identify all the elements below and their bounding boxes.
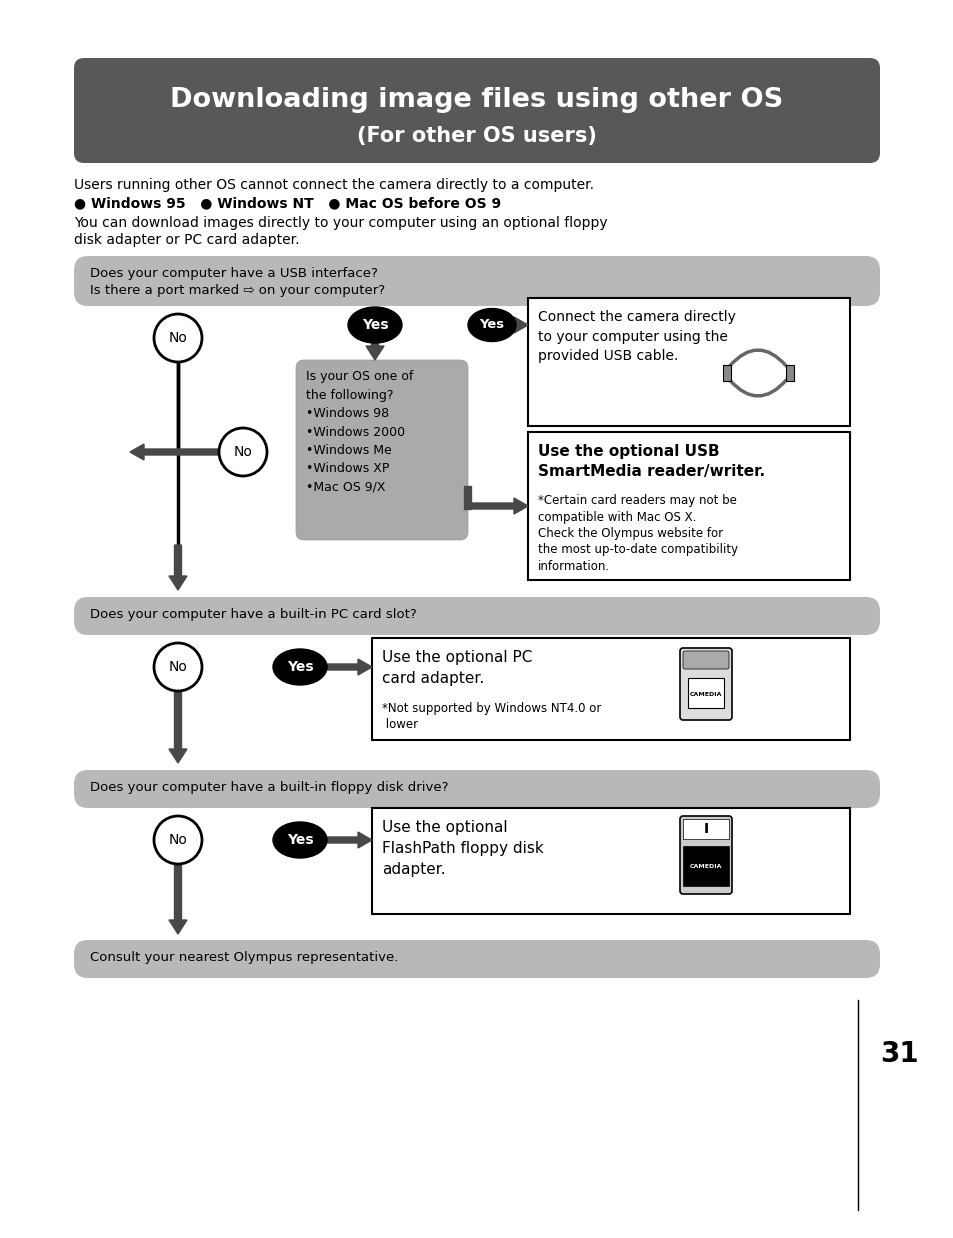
Text: *Not supported by Windows NT4.0 or
 lower: *Not supported by Windows NT4.0 or lower xyxy=(381,702,600,730)
Bar xyxy=(687,678,723,708)
Text: No: No xyxy=(169,331,187,345)
Bar xyxy=(682,846,728,886)
Text: No: No xyxy=(169,660,187,673)
Text: (For other OS users): (For other OS users) xyxy=(356,126,597,146)
Text: Is your OS one of
the following?
•Windows 98
•Windows 2000
•Windows Me
•Windows : Is your OS one of the following? •Window… xyxy=(306,370,413,494)
FancyArrow shape xyxy=(169,545,187,591)
Circle shape xyxy=(219,428,267,475)
Text: CAMEDIA: CAMEDIA xyxy=(689,692,721,697)
Bar xyxy=(527,298,849,426)
FancyBboxPatch shape xyxy=(74,940,879,978)
Ellipse shape xyxy=(468,308,516,342)
Text: Does your computer have a USB interface?: Does your computer have a USB interface? xyxy=(90,267,377,280)
Text: Is there a port marked ⇨ on your computer?: Is there a port marked ⇨ on your compute… xyxy=(90,284,385,297)
FancyArrow shape xyxy=(468,498,527,514)
Text: Use the optional PC
card adapter.: Use the optional PC card adapter. xyxy=(381,650,532,686)
FancyBboxPatch shape xyxy=(74,770,879,808)
Bar xyxy=(527,432,849,579)
Bar xyxy=(372,638,849,740)
FancyBboxPatch shape xyxy=(74,58,879,163)
FancyArrow shape xyxy=(169,691,187,763)
Text: Downloading image files using other OS: Downloading image files using other OS xyxy=(171,87,782,113)
Bar xyxy=(372,808,849,914)
FancyBboxPatch shape xyxy=(295,360,468,540)
FancyArrow shape xyxy=(327,659,372,675)
FancyBboxPatch shape xyxy=(679,816,731,894)
FancyBboxPatch shape xyxy=(74,256,879,306)
Text: No: No xyxy=(233,444,253,459)
Text: *Certain card readers may not be
compatible with Mac OS X.
Check the Olympus web: *Certain card readers may not be compati… xyxy=(537,494,738,573)
Circle shape xyxy=(153,816,202,864)
Text: Users running other OS cannot connect the camera directly to a computer.: Users running other OS cannot connect th… xyxy=(74,178,594,192)
Text: Does your computer have a built-in floppy disk drive?: Does your computer have a built-in flopp… xyxy=(90,781,448,794)
Text: Consult your nearest Olympus representative.: Consult your nearest Olympus representat… xyxy=(90,951,398,964)
Ellipse shape xyxy=(348,307,401,343)
Text: 31: 31 xyxy=(880,1040,919,1068)
FancyArrow shape xyxy=(130,444,219,461)
Circle shape xyxy=(153,643,202,691)
FancyBboxPatch shape xyxy=(679,647,731,721)
Text: Yes: Yes xyxy=(287,833,313,847)
Bar xyxy=(682,820,728,839)
Text: Use the optional
FlashPath floppy disk
adapter.: Use the optional FlashPath floppy disk a… xyxy=(381,820,543,877)
Text: I: I xyxy=(702,822,708,836)
Circle shape xyxy=(153,314,202,361)
Ellipse shape xyxy=(273,649,327,685)
Text: Yes: Yes xyxy=(287,660,313,673)
FancyArrow shape xyxy=(514,317,527,333)
Text: Use the optional USB
SmartMedia reader/writer.: Use the optional USB SmartMedia reader/w… xyxy=(537,444,764,479)
Text: Yes: Yes xyxy=(479,318,504,332)
Text: disk adapter or PC card adapter.: disk adapter or PC card adapter. xyxy=(74,233,299,248)
FancyBboxPatch shape xyxy=(74,597,879,635)
Text: CAMEDIA: CAMEDIA xyxy=(689,863,721,869)
Text: Does your computer have a built-in PC card slot?: Does your computer have a built-in PC ca… xyxy=(90,608,416,621)
Ellipse shape xyxy=(273,822,327,858)
Text: Yes: Yes xyxy=(361,318,388,332)
Text: No: No xyxy=(169,833,187,847)
Bar xyxy=(722,365,730,381)
FancyArrow shape xyxy=(169,864,187,933)
Bar xyxy=(785,365,793,381)
FancyArrow shape xyxy=(366,343,384,360)
FancyArrow shape xyxy=(327,832,372,848)
Text: Connect the camera directly
to your computer using the
provided USB cable.: Connect the camera directly to your comp… xyxy=(537,310,735,363)
Text: You can download images directly to your computer using an optional floppy: You can download images directly to your… xyxy=(74,215,607,230)
Text: ● Windows 95   ● Windows NT   ● Mac OS before OS 9: ● Windows 95 ● Windows NT ● Mac OS befor… xyxy=(74,196,500,210)
FancyBboxPatch shape xyxy=(682,651,728,669)
